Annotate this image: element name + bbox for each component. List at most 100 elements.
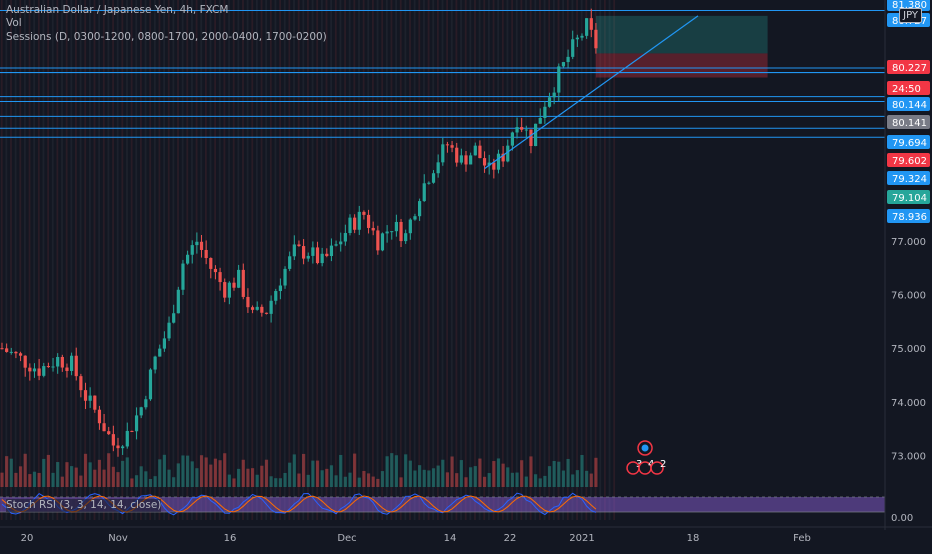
- session-stripe: [608, 0, 611, 520]
- volume-bar: [334, 475, 338, 487]
- y-tick-label: 74.000: [891, 398, 926, 409]
- session-stripe: [441, 0, 444, 520]
- session-stripe: [19, 0, 22, 520]
- volume-bar: [70, 466, 74, 487]
- volume-bar: [241, 459, 245, 487]
- session-stripe: [464, 0, 467, 520]
- candle-body: [431, 173, 436, 183]
- volume-bar: [227, 474, 231, 487]
- candle-body: [107, 431, 111, 435]
- volume-bar: [250, 468, 255, 487]
- volume-bar: [51, 472, 55, 487]
- session-stripe: [358, 0, 360, 520]
- candle-body: [547, 97, 552, 107]
- session-stripe: [455, 0, 458, 520]
- volume-bar: [209, 464, 213, 487]
- session-stripe: [432, 0, 435, 520]
- session-stripe: [283, 0, 286, 520]
- price-tag: [887, 115, 930, 129]
- price-tag-label: 81.380: [892, 0, 927, 11]
- session-stripe: [497, 0, 500, 520]
- candle-body: [329, 245, 334, 257]
- candle-body: [260, 306, 264, 313]
- price-tag: [887, 81, 930, 95]
- sessions-indicator-label[interactable]: Sessions (D, 0300-1200, 0800-1700, 2000-…: [6, 31, 327, 43]
- volume-bar: [107, 453, 111, 487]
- volume-indicator-label[interactable]: Vol: [6, 17, 22, 29]
- candle-body: [422, 183, 426, 202]
- session-stripe: [195, 0, 198, 520]
- candle-body: [37, 368, 41, 376]
- volume-bar: [190, 461, 194, 487]
- candle-body: [496, 153, 501, 170]
- session-stripe: [28, 0, 31, 520]
- volume-bar: [339, 454, 343, 487]
- session-stripe: [404, 0, 407, 520]
- session-stripe: [395, 0, 397, 520]
- session-stripe: [223, 0, 226, 520]
- candle-body: [204, 249, 208, 259]
- volume-bar: [204, 457, 208, 487]
- volume-bar: [158, 459, 162, 487]
- volume-bar: [311, 460, 315, 487]
- session-stripe: [75, 0, 77, 520]
- candle-body: [315, 247, 320, 264]
- candle-body: [246, 296, 250, 308]
- candle-body: [404, 233, 408, 242]
- candle-body: [306, 255, 310, 259]
- candle-body: [487, 162, 491, 166]
- session-stripe: [256, 0, 258, 520]
- candle-body: [199, 241, 204, 250]
- session-stripe: [534, 0, 537, 520]
- volume-bar: [186, 455, 190, 487]
- session-stripe: [126, 0, 128, 520]
- session-stripe: [474, 0, 476, 520]
- candle-body: [83, 390, 88, 401]
- candle-body: [274, 291, 278, 301]
- candle-body: [65, 367, 69, 371]
- volume-bar: [130, 478, 134, 487]
- volume-bar: [162, 454, 166, 487]
- currency-badge[interactable]: JPY: [899, 8, 922, 23]
- session-stripe: [585, 0, 588, 520]
- x-tick-label: 16: [224, 533, 237, 544]
- volume-bar: [580, 455, 584, 487]
- volume-bar: [422, 469, 426, 487]
- volume-bar: [79, 475, 83, 487]
- candle-body: [376, 230, 380, 251]
- x-tick-label: Nov: [108, 533, 128, 544]
- volume-bar: [246, 468, 250, 487]
- session-stripe: [153, 0, 156, 520]
- session-stripe: [372, 0, 374, 520]
- volume-bar: [283, 472, 287, 487]
- volume-bar: [223, 453, 227, 487]
- volume-bar: [534, 474, 538, 487]
- session-stripe: [70, 0, 73, 520]
- session-stripe: [172, 0, 175, 520]
- volume-bar: [232, 478, 236, 487]
- volume-bar: [515, 472, 519, 487]
- stoch-rsi-label[interactable]: Stoch RSI (3, 3, 14, 14, close): [6, 499, 162, 512]
- candle-body: [288, 256, 292, 269]
- volume-bar: [264, 459, 269, 487]
- candle-body: [506, 145, 510, 162]
- x-tick-label: 2021: [569, 533, 594, 544]
- session-stripe: [37, 0, 40, 520]
- session-stripe: [246, 0, 249, 520]
- volume-bar: [274, 478, 278, 487]
- volume-bar: [167, 469, 171, 487]
- candle-body: [241, 269, 245, 297]
- candle-body: [534, 123, 538, 147]
- candle-body: [343, 233, 347, 242]
- volume-bar: [487, 473, 491, 487]
- x-tick-label: 22: [504, 533, 517, 544]
- candle-body: [557, 66, 561, 93]
- session-stripe: [228, 0, 230, 520]
- session-stripe: [0, 0, 3, 520]
- price-tag-label: 79.694: [892, 138, 927, 149]
- session-stripe: [409, 0, 411, 520]
- candle-body: [88, 395, 92, 401]
- volume-bar: [181, 455, 185, 487]
